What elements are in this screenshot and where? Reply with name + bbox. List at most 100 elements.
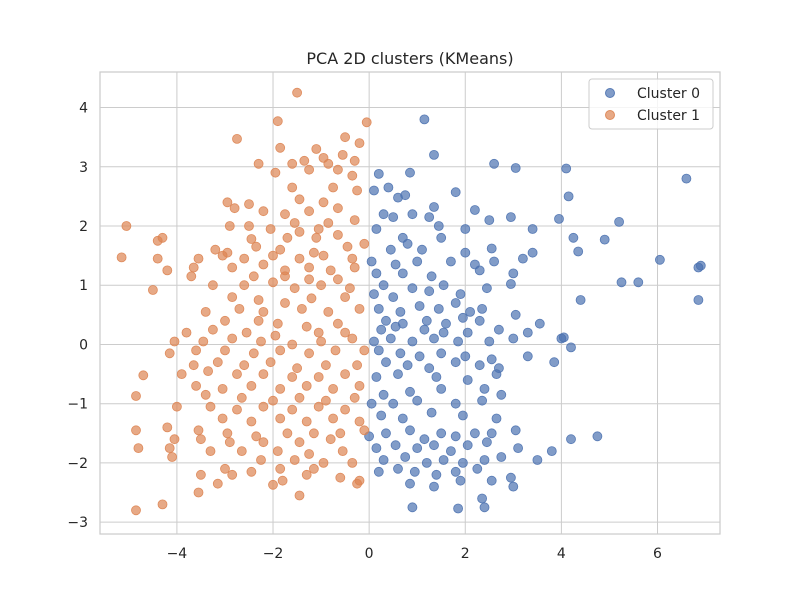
data-point-cluster-0 [366, 398, 377, 409]
data-point-cluster-0 [455, 475, 466, 486]
data-point-cluster-1 [294, 392, 305, 403]
data-point-cluster-1 [236, 392, 247, 403]
data-point-cluster-0 [388, 398, 399, 409]
data-point-cluster-0 [489, 256, 500, 267]
data-point-cluster-1 [207, 280, 218, 291]
data-point-cluster-1 [328, 413, 339, 424]
data-point-cluster-1 [258, 206, 269, 217]
data-point-cluster-1 [325, 434, 336, 445]
data-point-cluster-1 [352, 185, 363, 196]
data-point-cluster-0 [381, 428, 391, 439]
x-tick-label: −2 [263, 546, 284, 562]
data-point-cluster-1 [332, 318, 343, 329]
data-point-cluster-1 [354, 138, 365, 149]
data-point-cluster-0 [505, 212, 516, 223]
data-point-cluster-1 [253, 295, 264, 305]
y-tick-label: −3 [67, 515, 88, 531]
data-point-cluster-1 [195, 469, 206, 480]
data-point-cluster-0 [378, 280, 389, 291]
data-point-cluster-1 [347, 253, 358, 264]
data-point-cluster-1 [328, 182, 339, 193]
data-point-cluster-0 [376, 324, 387, 335]
data-point-cluster-1 [193, 253, 204, 264]
data-point-cluster-0 [484, 215, 495, 226]
data-point-cluster-1 [258, 401, 269, 412]
data-point-cluster-0 [438, 455, 449, 465]
data-point-cluster-0 [436, 348, 447, 359]
data-point-cluster-1 [188, 360, 199, 371]
data-point-cluster-1 [188, 262, 199, 273]
data-point-cluster-1 [268, 250, 278, 261]
legend-box [588, 78, 714, 130]
data-point-cluster-0 [385, 244, 396, 255]
data-point-cluster-0 [477, 395, 488, 406]
data-point-cluster-0 [566, 342, 576, 353]
data-point-cluster-1 [272, 116, 283, 127]
data-point-cluster-0 [431, 469, 442, 480]
y-tick-label: −2 [67, 456, 88, 472]
data-point-cluster-1 [320, 395, 331, 406]
x-tick-label: −4 [167, 546, 188, 562]
data-point-cluster-0 [462, 375, 473, 385]
data-point-cluster-0 [402, 360, 413, 371]
data-point-cluster-1 [308, 428, 319, 439]
data-point-cluster-1 [313, 327, 324, 338]
data-point-cluster-0 [397, 413, 408, 424]
data-point-cluster-0 [419, 434, 430, 445]
data-point-cluster-0 [460, 224, 471, 234]
data-point-cluster-1 [210, 244, 221, 255]
data-point-cluster-1 [256, 336, 266, 347]
data-point-cluster-1 [318, 457, 329, 468]
data-point-cluster-0 [474, 315, 485, 326]
data-point-cluster-1 [301, 469, 312, 480]
data-point-cluster-0 [527, 247, 538, 258]
data-point-cluster-1 [171, 401, 182, 412]
data-point-cluster-0 [438, 280, 449, 291]
data-point-cluster-1 [301, 416, 312, 427]
data-point-cluster-1 [359, 345, 370, 356]
data-point-cluster-1 [308, 463, 319, 474]
data-point-cluster-1 [234, 303, 245, 314]
data-point-cluster-1 [186, 271, 197, 282]
data-point-cluster-0 [474, 360, 485, 371]
data-point-cluster-1 [280, 209, 290, 220]
data-point-cluster-0 [409, 466, 420, 477]
data-point-cluster-1 [212, 478, 223, 489]
data-point-cluster-1 [256, 455, 266, 465]
data-point-cluster-1 [138, 370, 149, 381]
data-point-cluster-0 [383, 182, 394, 193]
data-point-cluster-0 [453, 503, 464, 514]
data-point-cluster-1 [220, 315, 230, 326]
y-tick-label: 2 [79, 219, 88, 235]
data-point-cluster-1 [299, 155, 310, 166]
data-point-cluster-0 [424, 212, 435, 223]
data-point-cluster-0 [424, 363, 435, 374]
data-point-cluster-1 [318, 197, 329, 208]
data-point-cluster-0 [390, 440, 401, 451]
data-point-cluster-1 [258, 437, 269, 448]
data-point-cluster-1 [227, 333, 238, 344]
data-point-cluster-0 [417, 244, 427, 255]
data-point-cluster-1 [217, 383, 228, 394]
data-point-cluster-1 [342, 241, 353, 252]
data-point-cluster-1 [289, 283, 300, 294]
data-point-cluster-0 [366, 256, 377, 267]
data-point-cluster-0 [373, 466, 384, 477]
data-point-cluster-0 [453, 336, 464, 347]
data-point-cluster-1 [270, 330, 281, 341]
data-point-cluster-1 [287, 404, 298, 415]
data-point-cluster-1 [340, 132, 351, 143]
data-point-cluster-1 [282, 428, 293, 439]
data-point-cluster-1 [323, 306, 334, 317]
series-cluster-0 [364, 114, 706, 514]
data-point-cluster-1 [318, 250, 329, 261]
data-point-cluster-1 [337, 149, 348, 160]
data-point-cluster-0 [433, 303, 444, 314]
data-point-cluster-0 [486, 354, 497, 365]
data-point-cluster-0 [369, 336, 379, 347]
data-point-cluster-0 [558, 332, 569, 343]
data-point-cluster-0 [419, 324, 430, 335]
data-point-cluster-0 [426, 271, 437, 282]
data-point-cluster-1 [217, 250, 228, 261]
data-point-cluster-1 [332, 203, 343, 214]
